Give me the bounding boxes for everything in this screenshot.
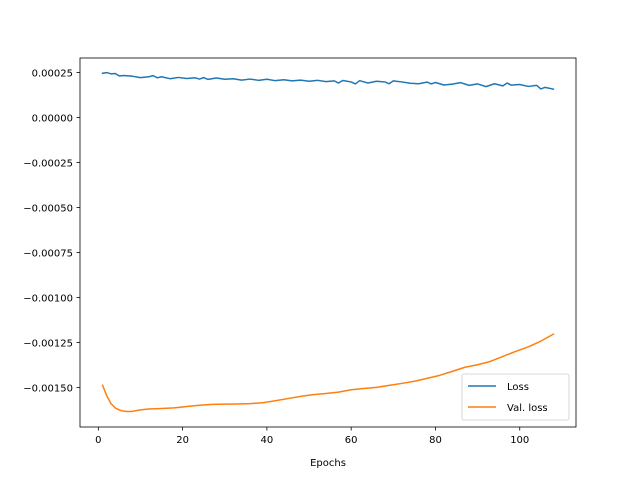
y-tick-label: 0.00025 [32, 68, 73, 79]
legend: Loss Val. loss [461, 373, 570, 421]
series-layer [101, 71, 555, 413]
x-tick-label: 40 [261, 435, 274, 446]
x-tick-label: 100 [510, 435, 529, 446]
x-tick-label: 80 [429, 435, 442, 446]
x-axis-label: Epochs [310, 458, 346, 469]
y-tick-label: −0.00150 [23, 383, 73, 394]
y-axis: 0.00025 0.00000 −0.00025 −0.00050 −0.00075 −0… [23, 68, 80, 394]
series-line-loss [101, 71, 555, 91]
y-tick-label: −0.00125 [23, 338, 73, 349]
x-tick-label: 20 [176, 435, 189, 446]
series-line-val-loss [101, 333, 555, 413]
x-tick-label: 0 [95, 435, 101, 446]
legend-label-loss: Loss [507, 382, 529, 393]
y-tick-label: −0.00050 [23, 203, 73, 214]
y-tick-label: 0.00000 [32, 113, 73, 124]
plot-frame [79, 57, 577, 428]
y-tick-label: −0.00075 [23, 248, 73, 259]
legend-label-val-loss: Val. loss [507, 403, 548, 414]
y-tick-label: −0.00100 [23, 293, 73, 304]
x-axis: 0 20 40 60 80 100 [95, 427, 529, 446]
x-tick-label: 60 [345, 435, 358, 446]
y-tick-label: −0.00025 [23, 158, 73, 169]
